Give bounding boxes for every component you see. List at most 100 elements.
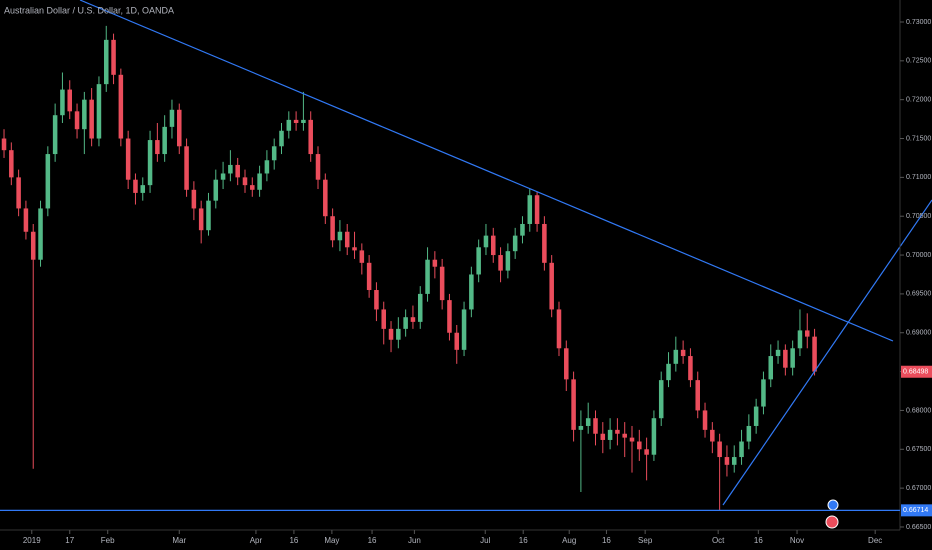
y-tick-label: 0.67500 bbox=[906, 446, 931, 453]
candle-body bbox=[60, 89, 65, 116]
event-icon[interactable] bbox=[827, 499, 839, 511]
support-label: 0.66714 bbox=[903, 507, 928, 514]
candle-body bbox=[564, 348, 569, 380]
candle-body bbox=[147, 140, 153, 186]
candle-body bbox=[476, 247, 481, 275]
candle-body bbox=[264, 160, 270, 174]
candle-body bbox=[184, 146, 189, 190]
candle-body bbox=[344, 231, 350, 248]
candle-body bbox=[454, 332, 460, 350]
ascending-trendline bbox=[722, 199, 932, 506]
candle-body bbox=[242, 177, 248, 186]
candle-body bbox=[512, 235, 518, 252]
candle-body bbox=[177, 109, 182, 147]
candle-body bbox=[425, 259, 430, 294]
candle-body bbox=[651, 418, 657, 455]
candle-body bbox=[9, 150, 14, 178]
candle-body bbox=[607, 429, 613, 440]
candle-body bbox=[695, 380, 700, 411]
candle-body bbox=[666, 363, 671, 381]
candle-body bbox=[724, 457, 730, 465]
y-tick-label: 0.71500 bbox=[906, 135, 931, 142]
candle-body bbox=[155, 140, 160, 155]
candle-body bbox=[337, 231, 343, 241]
candle-body bbox=[235, 164, 240, 178]
x-tick-label: 17 bbox=[65, 536, 74, 545]
candle-body bbox=[74, 111, 80, 130]
x-tick-label: Jun bbox=[408, 536, 421, 545]
candle-body bbox=[527, 195, 533, 224]
candle-body bbox=[797, 330, 803, 349]
candle-body bbox=[469, 274, 474, 310]
candle-body bbox=[250, 185, 255, 190]
candle-body bbox=[534, 195, 540, 224]
candle-body bbox=[286, 119, 292, 131]
candle-body bbox=[491, 235, 496, 256]
candle-body bbox=[622, 433, 627, 438]
candle-body bbox=[271, 146, 277, 161]
candle-body bbox=[812, 336, 817, 372]
candle-body bbox=[169, 109, 175, 127]
candle-body bbox=[388, 328, 394, 340]
candle-body bbox=[461, 309, 467, 350]
y-tick-label: 0.71000 bbox=[906, 174, 931, 181]
candle-body bbox=[804, 330, 810, 337]
candle-body bbox=[133, 179, 138, 193]
candle-body bbox=[680, 349, 686, 357]
candle-body bbox=[359, 250, 365, 263]
candle-body bbox=[293, 119, 299, 123]
candle-body bbox=[191, 189, 197, 209]
x-tick-label: Dec bbox=[868, 536, 882, 545]
candle-body bbox=[23, 208, 29, 232]
candle-body bbox=[498, 255, 503, 271]
y-tick-label: 0.69000 bbox=[906, 330, 931, 337]
candle-body bbox=[644, 449, 649, 455]
candle-body bbox=[403, 317, 408, 329]
y-tick-label: 0.69500 bbox=[906, 291, 931, 298]
candle-body bbox=[578, 425, 584, 430]
candle-body bbox=[111, 39, 116, 75]
candle-body bbox=[483, 235, 489, 248]
last-price-label: 0.68498 bbox=[903, 369, 928, 376]
x-tick-label: Mar bbox=[172, 536, 186, 545]
candle-body bbox=[571, 379, 576, 430]
y-tick-label: 0.73000 bbox=[906, 19, 931, 26]
candle-body bbox=[16, 177, 21, 209]
candle-body bbox=[710, 429, 715, 442]
candle-body bbox=[549, 262, 554, 310]
y-tick-label: 0.68000 bbox=[906, 407, 931, 414]
candle-body bbox=[279, 130, 284, 147]
candle-body bbox=[308, 119, 313, 155]
candle-body bbox=[505, 251, 511, 271]
x-tick-label: Aug bbox=[562, 536, 576, 545]
x-tick-label: 2019 bbox=[23, 536, 41, 545]
x-tick-label: 16 bbox=[368, 536, 377, 545]
candle-body bbox=[746, 425, 752, 442]
candle-body bbox=[118, 74, 124, 139]
candle-body bbox=[381, 309, 386, 329]
x-tick-label: Oct bbox=[712, 536, 725, 545]
candle-body bbox=[702, 410, 708, 430]
candle-body bbox=[761, 379, 766, 407]
candle-body bbox=[520, 223, 525, 236]
candle-body bbox=[775, 349, 781, 357]
x-tick-label: Feb bbox=[101, 536, 115, 545]
candle-body bbox=[103, 39, 109, 85]
event-icon[interactable] bbox=[825, 515, 839, 529]
candle-body bbox=[753, 406, 759, 426]
candle-body bbox=[323, 179, 328, 217]
candle-body bbox=[637, 441, 642, 450]
candle-body bbox=[67, 89, 72, 112]
candle-body bbox=[52, 115, 58, 155]
candle-body bbox=[30, 231, 36, 260]
candle-body bbox=[790, 348, 795, 368]
candle-body bbox=[396, 328, 401, 340]
candle-body bbox=[739, 441, 744, 458]
x-tick-label: 16 bbox=[754, 536, 763, 545]
x-tick-label: 16 bbox=[519, 536, 528, 545]
candle-body bbox=[89, 99, 94, 139]
candle-body bbox=[366, 262, 372, 291]
candle-body bbox=[410, 317, 416, 322]
